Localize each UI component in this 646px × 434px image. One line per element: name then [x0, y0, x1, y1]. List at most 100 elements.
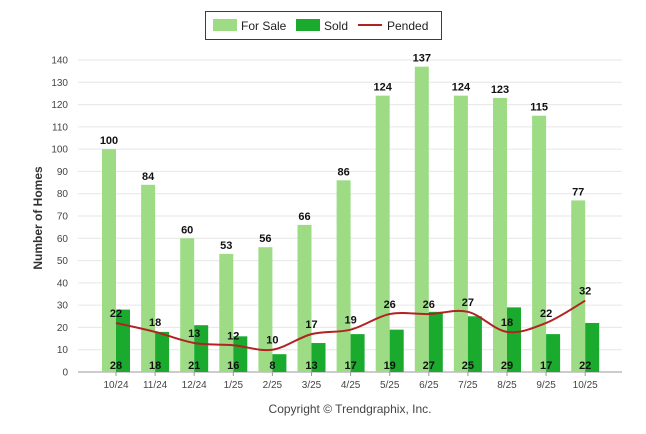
bar-for-sale[interactable] — [180, 238, 195, 372]
data-label-for-sale: 115 — [530, 102, 548, 114]
y-tick-label: 120 — [51, 100, 68, 111]
data-label-for-sale: 60 — [181, 224, 193, 236]
bar-for-sale[interactable] — [493, 97, 507, 372]
bar-for-sale[interactable] — [336, 180, 351, 372]
x-tick-label: 1/25 — [224, 380, 244, 391]
bar-sold[interactable] — [194, 325, 209, 372]
legend-label-for-sale: For Sale — [241, 19, 287, 33]
bar-for-sale[interactable] — [258, 247, 273, 372]
y-axis-label: Number of Homes — [31, 166, 45, 270]
data-label-pended: 22 — [110, 308, 122, 320]
data-label-for-sale: 86 — [337, 166, 349, 178]
bar-sold[interactable] — [389, 329, 404, 372]
y-tick-label: 50 — [57, 256, 69, 267]
legend-label-pended: Pended — [387, 19, 428, 33]
data-label-pended: 19 — [344, 315, 356, 327]
bar-sold[interactable] — [350, 334, 365, 372]
x-tick-label: 9/25 — [536, 380, 556, 391]
data-label-for-sale: 53 — [220, 240, 232, 252]
bar-sold[interactable] — [272, 354, 287, 372]
legend-swatch-for-sale — [213, 19, 237, 31]
data-label-sold: 21 — [188, 360, 200, 372]
data-label-sold: 17 — [540, 360, 552, 372]
data-label-for-sale: 137 — [413, 53, 431, 65]
bar-for-sale[interactable] — [219, 253, 234, 372]
x-tick-label: 3/25 — [302, 380, 322, 391]
bars — [102, 66, 600, 373]
data-label-sold: 27 — [423, 360, 435, 372]
bar-for-sale[interactable] — [532, 115, 547, 372]
data-label-sold: 28 — [110, 360, 122, 372]
data-label-for-sale: 124 — [374, 82, 393, 94]
data-label-sold: 17 — [344, 360, 356, 372]
bar-sold[interactable] — [428, 311, 443, 372]
bar-sold[interactable] — [155, 331, 170, 372]
bar-sold[interactable] — [467, 316, 482, 372]
bar-for-sale[interactable] — [571, 200, 586, 372]
data-label-for-sale: 66 — [298, 211, 310, 223]
y-tick-label: 0 — [62, 368, 68, 379]
x-tick-label: 11/24 — [143, 380, 168, 391]
bar-for-sale[interactable] — [141, 184, 156, 372]
data-label-pended: 17 — [305, 319, 317, 331]
y-tick-label: 20 — [57, 323, 69, 334]
pended-line[interactable] — [115, 299, 586, 352]
bar-sold[interactable] — [546, 334, 561, 372]
x-tick-label: 10/25 — [573, 380, 598, 391]
x-tick-label: 4/25 — [341, 380, 361, 391]
bar-for-sale[interactable] — [297, 224, 312, 372]
data-label-pended: 22 — [540, 308, 552, 320]
data-label-pended: 27 — [462, 297, 474, 309]
data-label-sold: 8 — [269, 360, 275, 372]
bar-for-sale[interactable] — [414, 66, 429, 372]
bar-for-sale[interactable] — [453, 95, 468, 373]
y-axis-ticks: 0 10 20 30 40 50 60 70 80 90 100 110 120 130 140 — [51, 56, 68, 379]
x-tick-label: 6/25 — [419, 380, 439, 391]
bar-sold[interactable] — [507, 307, 521, 372]
y-tick-label: 130 — [51, 78, 68, 89]
legend-swatch-sold — [296, 19, 320, 31]
bar-sold[interactable] — [585, 322, 600, 372]
x-tick-label: 5/25 — [380, 380, 400, 391]
data-label-pended: 18 — [149, 317, 161, 329]
bar-for-sale[interactable] — [102, 149, 116, 372]
data-label-pended: 32 — [579, 286, 591, 298]
legend[interactable]: For Sale Sold Pended — [205, 11, 442, 40]
data-label-for-sale: 56 — [259, 233, 271, 245]
data-label-pended: 10 — [266, 335, 278, 347]
y-tick-label: 140 — [51, 56, 68, 67]
y-tick-label: 100 — [51, 145, 68, 156]
y-tick-label: 70 — [57, 212, 69, 223]
data-label-sold: 18 — [149, 360, 161, 372]
x-tick-label: 8/25 — [497, 380, 517, 391]
legend-box — [205, 11, 442, 40]
x-tick-label: 2/25 — [263, 380, 283, 391]
data-label-for-sale: 77 — [572, 186, 584, 198]
legend-label-sold: Sold — [324, 19, 348, 33]
data-label-pended: 26 — [384, 299, 396, 311]
data-label-sold: 22 — [579, 360, 591, 372]
data-label-pended: 18 — [501, 317, 513, 329]
y-tick-label: 30 — [57, 301, 69, 312]
bar-sold[interactable] — [311, 343, 326, 372]
data-label-sold: 19 — [384, 360, 396, 372]
data-label-for-sale: 123 — [491, 84, 509, 96]
data-label-for-sale: 124 — [452, 82, 471, 94]
data-label-sold: 29 — [501, 360, 513, 372]
data-label-sold: 13 — [305, 360, 317, 372]
data-label-pended: 12 — [227, 330, 239, 342]
x-axis-ticks: 10/24 11/24 12/24 1/25 2/25 3/25 4/25 5/25 6/25 7… — [103, 372, 598, 391]
y-tick-label: 60 — [57, 234, 69, 245]
x-tick-label: 12/24 — [182, 380, 207, 391]
y-tick-label: 40 — [57, 278, 69, 289]
y-tick-label: 110 — [52, 122, 68, 133]
y-tick-label: 80 — [57, 189, 69, 200]
data-label-for-sale: 84 — [142, 171, 155, 183]
y-tick-label: 10 — [57, 345, 69, 356]
data-labels: 100 28 84 18 60 21 53 16 56 8 66 13 86 17 124 19 137 27 12… — [100, 53, 592, 372]
data-label-pended: 13 — [188, 328, 200, 340]
bar-for-sale[interactable] — [375, 95, 390, 373]
data-label-for-sale: 100 — [100, 135, 118, 147]
